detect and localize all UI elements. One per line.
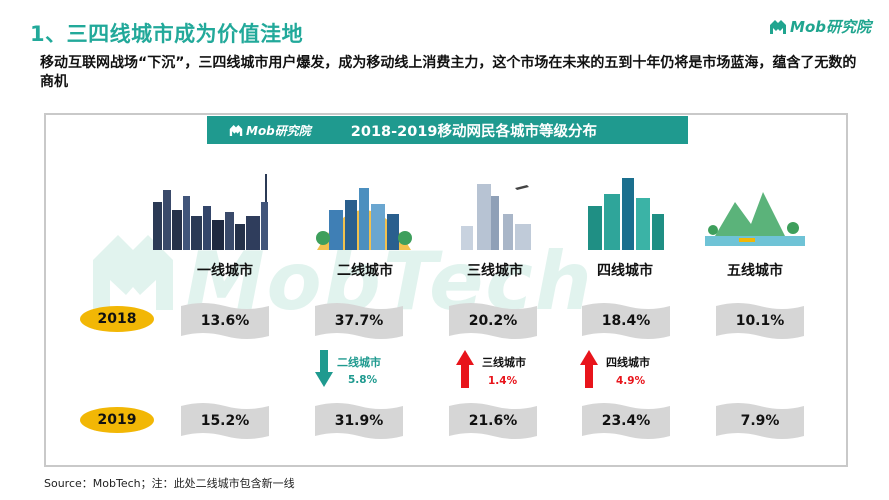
value-flag-2019-tier2: 31.9% [315,402,403,446]
tier3-city-illustration [461,184,531,250]
change-tier3-value: 1.4% [488,375,518,387]
value-flag-2019-tier1: 15.2% [181,402,269,446]
category-label-tier1: 一线城市 [197,263,253,279]
category-label-tier5: 五线城市 [727,263,783,279]
page-title: 1、三四线城市成为价值洼地 [30,22,304,46]
change-tier4-label: 四线城市 [606,356,650,369]
flag-shape [181,403,269,439]
year-badge-2019: 2019 [80,407,154,433]
change-tier4-value: 4.9% [616,375,646,387]
value-flag-2018-tier2: 37.7% [315,302,403,346]
arrow-down-icon [315,350,333,387]
category-label-tier4: 四线城市 [597,263,653,279]
mob-logo: Mob研究院 [769,16,871,37]
arrow-up-icon [580,350,598,388]
value-label: 10.1% [735,313,785,329]
arrow-up-icon [456,350,474,388]
category-label-tier2: 二线城市 [337,263,393,279]
category-label-tier3: 三线城市 [467,263,523,279]
value-flag-2018-tier1: 13.6% [181,302,269,346]
page-subtitle: 移动互联网战场“下沉”，三四线城市用户爆发，成为移动线上消费主力，这个市场在未来… [40,55,857,90]
value-flag-2019-tier3: 21.6% [449,402,537,446]
value-flag-2018-tier3: 20.2% [449,302,537,346]
tier4-city-illustration [588,178,664,250]
value-flag-2019-tier4: 23.4% [582,402,670,446]
banner-logo-text: Mob研究院 [246,123,311,138]
chart-title: 2018-2019移动网民各城市等级分布 [350,123,598,140]
change-tier3-label: 三线城市 [482,356,526,369]
value-label: 37.7% [334,313,384,329]
flag-shape [716,303,804,339]
banner-logo: Mob研究院 [229,122,311,139]
value-label: 31.9% [334,413,384,429]
flag-shape [582,303,670,339]
flag-shape [181,303,269,339]
value-label: 21.6% [468,413,518,429]
value-label: 18.4% [601,313,651,329]
flag-shape [315,303,403,339]
value-flag-2019-tier5: 7.9% [716,402,804,446]
logo-text: Mob研究院 [790,18,871,36]
change-tier2-label: 二线城市 [337,356,381,369]
flag-shape [315,403,403,439]
flag-shape [582,403,670,439]
year-badge-2018: 2018 [80,306,154,332]
change-tier2-value: 5.8% [348,374,378,386]
flag-shape [449,303,537,339]
watermark-logo-icon [93,235,173,310]
value-label: 20.2% [468,313,518,329]
value-label: 15.2% [200,413,250,429]
value-label: 13.6% [200,313,250,329]
chart-card [44,113,848,467]
value-flag-2018-tier5: 10.1% [716,302,804,346]
value-label: 23.4% [601,413,651,429]
flag-shape [716,403,804,439]
value-flag-2018-tier4: 18.4% [582,302,670,346]
value-label: 7.9% [740,413,780,429]
banner-logo-icon [229,124,243,136]
chart-banner: Mob研究院 2018-2019移动网民各城市等级分布 [207,116,688,144]
tier5-city-illustration [705,192,805,246]
tier1-city-illustration [153,174,268,250]
source-note: Source：MobTech；注：此处二线城市包含新一线 [44,477,295,490]
tier2-city-illustration [316,188,412,250]
mob-logo-icon [770,19,787,34]
flag-shape [449,403,537,439]
